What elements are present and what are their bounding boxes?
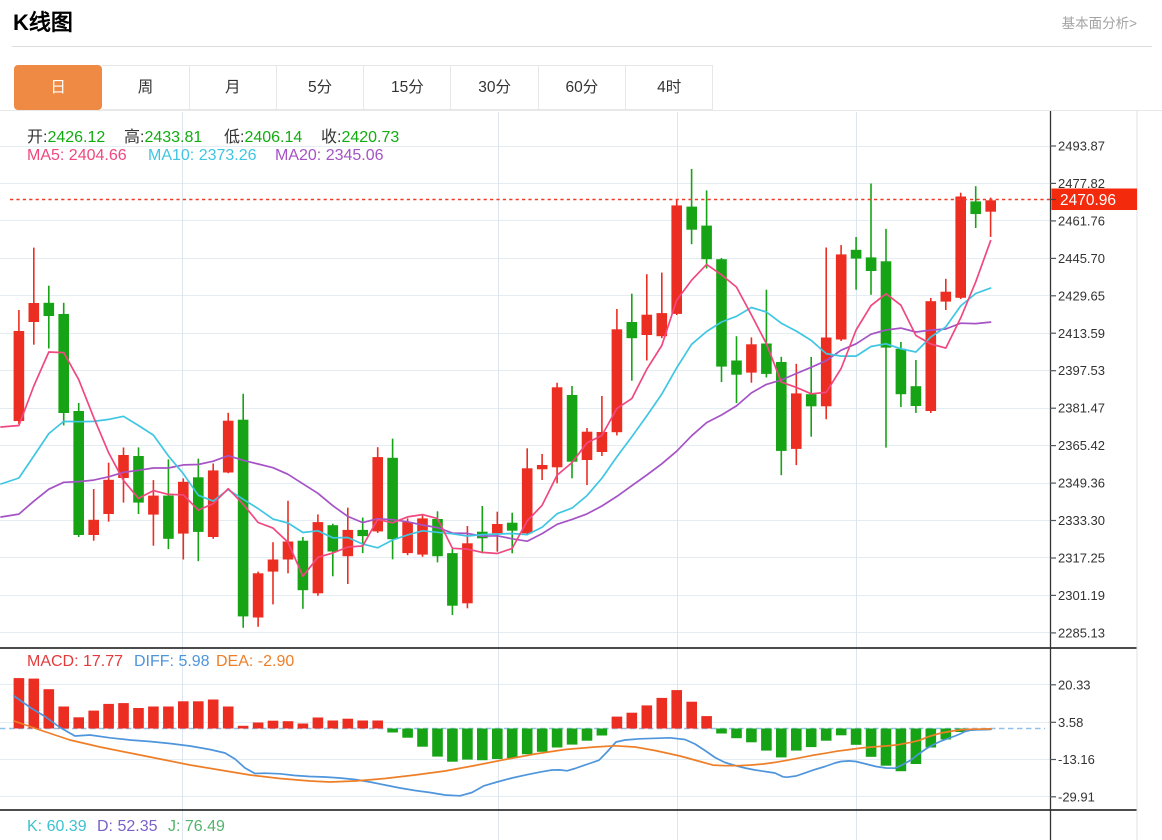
svg-text:2365.42: 2365.42 — [1058, 438, 1105, 453]
svg-text:2429.65: 2429.65 — [1058, 288, 1105, 303]
svg-text:2461.76: 2461.76 — [1058, 213, 1105, 228]
svg-text:-29.91: -29.91 — [1058, 789, 1095, 804]
svg-text:2470.96: 2470.96 — [1060, 192, 1116, 209]
svg-text:2285.13: 2285.13 — [1058, 625, 1105, 640]
svg-text:2333.30: 2333.30 — [1058, 513, 1105, 528]
svg-text:20.33: 20.33 — [1058, 677, 1091, 692]
svg-text:2301.19: 2301.19 — [1058, 588, 1105, 603]
svg-text:3.58: 3.58 — [1058, 715, 1083, 730]
svg-text:2445.70: 2445.70 — [1058, 251, 1105, 266]
svg-text:2477.82: 2477.82 — [1058, 176, 1105, 191]
svg-text:2317.25: 2317.25 — [1058, 551, 1105, 566]
svg-text:2349.36: 2349.36 — [1058, 476, 1105, 491]
svg-text:2381.47: 2381.47 — [1058, 401, 1105, 416]
svg-text:-13.16: -13.16 — [1058, 752, 1095, 767]
svg-text:2413.59: 2413.59 — [1058, 326, 1105, 341]
svg-text:2493.87: 2493.87 — [1058, 139, 1105, 154]
svg-text:2397.53: 2397.53 — [1058, 363, 1105, 378]
